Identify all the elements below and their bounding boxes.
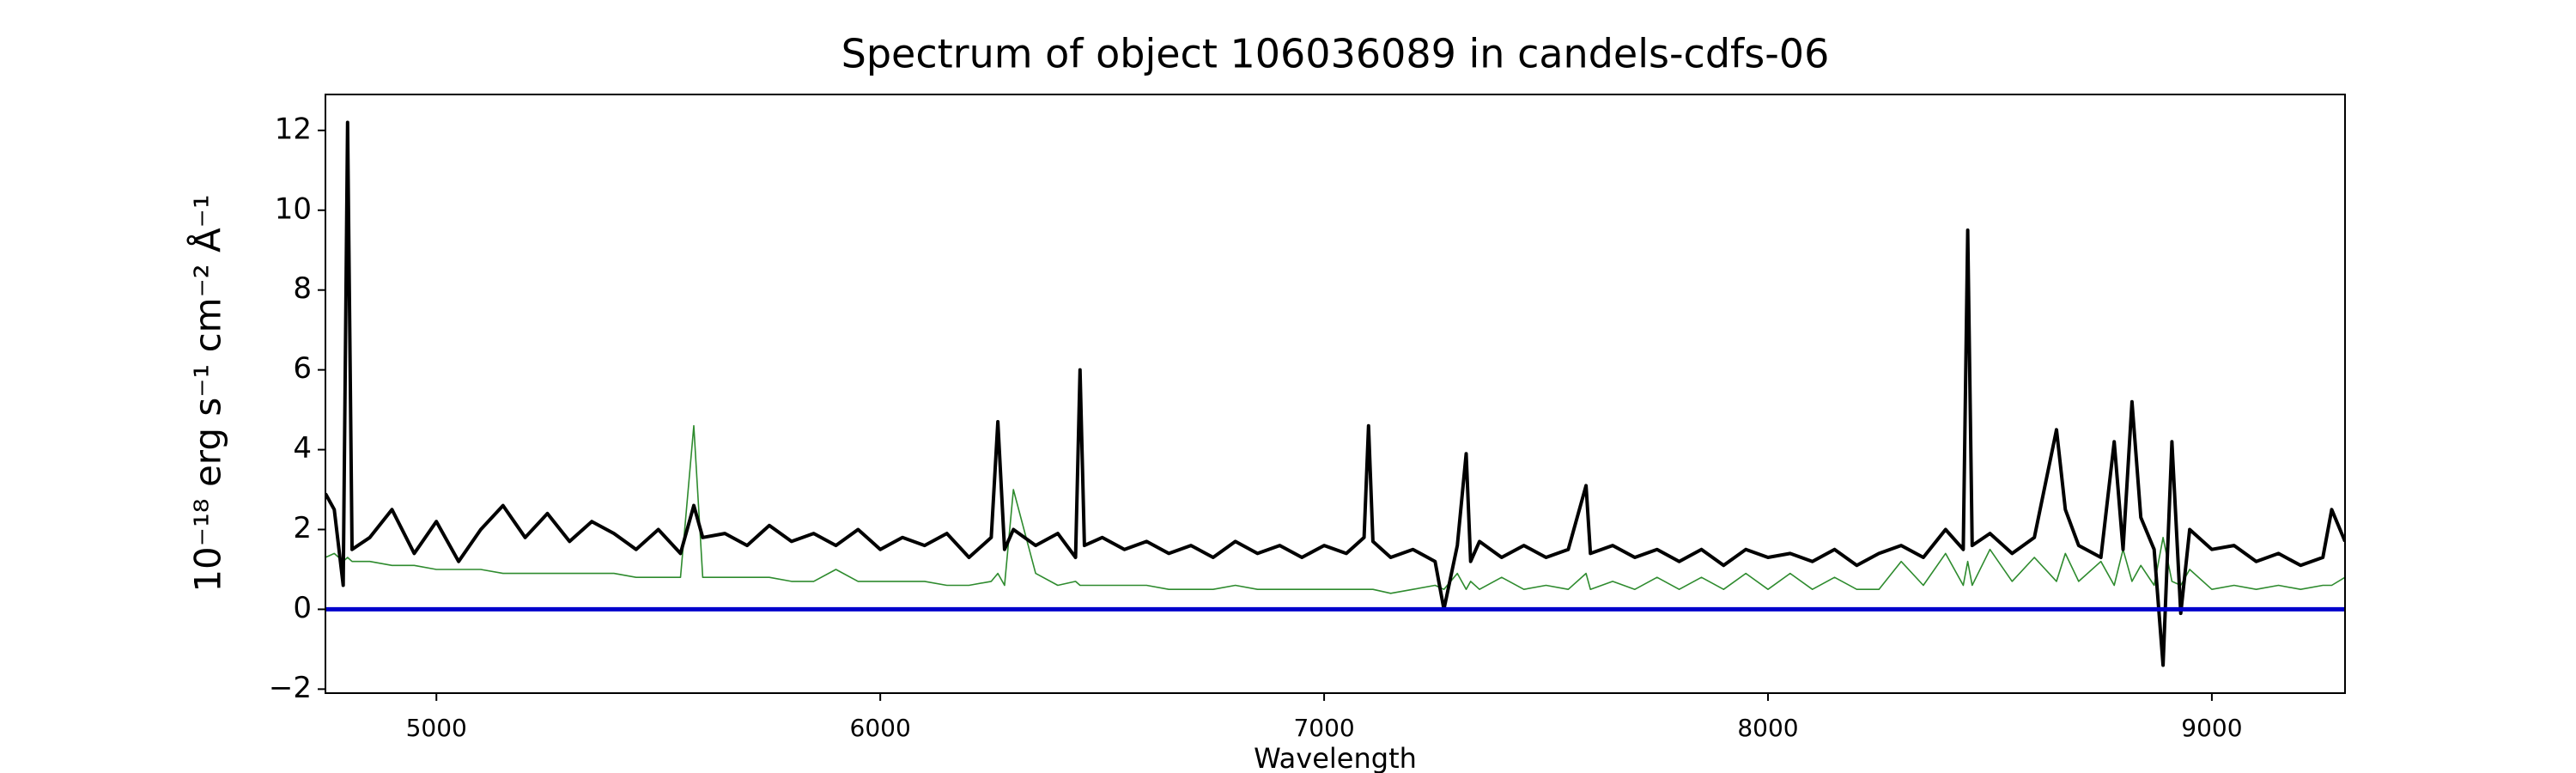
spectrum-line: [325, 424, 2345, 594]
y-tick-label: 2: [293, 511, 312, 545]
chart-title: Spectrum of object 106036089 in candels-…: [841, 31, 1830, 77]
plot-frame: [325, 94, 2346, 694]
x-tick-label: 6000: [850, 714, 911, 742]
x-tick-label: 8000: [1737, 714, 1798, 742]
y-tick-label: 4: [293, 431, 312, 466]
y-tick-label: 10: [275, 192, 312, 226]
y-tick-label: 12: [275, 112, 312, 146]
y-tick-label: 6: [293, 351, 312, 386]
spectrum-line: [325, 120, 2345, 667]
x-tick-label: 5000: [406, 714, 467, 742]
x-tick-label: 9000: [2181, 714, 2242, 742]
y-tick-label: 0: [293, 591, 312, 625]
x-axis-label: Wavelength: [1254, 742, 1417, 773]
x-tick-label: 7000: [1293, 714, 1354, 742]
y-tick-label: 8: [293, 271, 312, 306]
y-tick-label: −2: [269, 671, 312, 705]
y-axis-label: 10⁻¹⁸ erg s⁻¹ cm⁻² Å⁻¹: [186, 194, 229, 592]
